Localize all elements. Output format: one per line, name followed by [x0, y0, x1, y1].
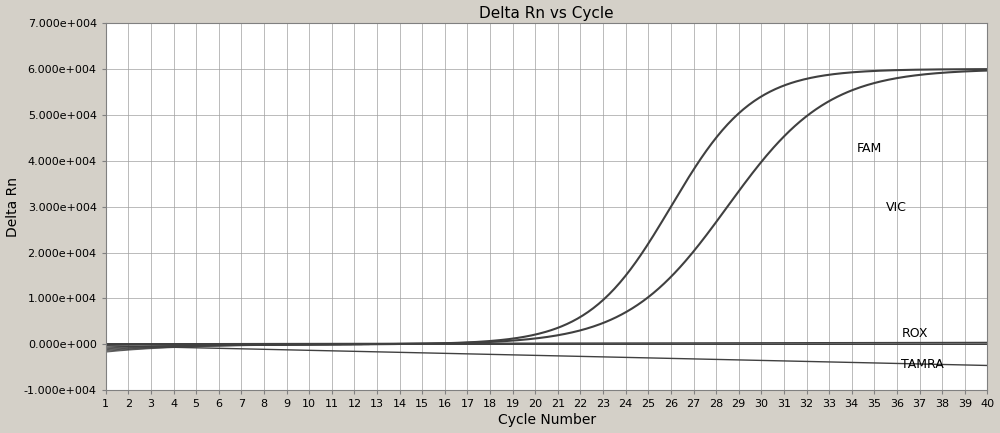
Text: VIC: VIC — [886, 201, 907, 214]
Y-axis label: Delta Rn: Delta Rn — [6, 177, 20, 237]
X-axis label: Cycle Number: Cycle Number — [498, 414, 596, 427]
Title: Delta Rn vs Cycle: Delta Rn vs Cycle — [479, 6, 614, 20]
Text: TAMRA: TAMRA — [901, 358, 944, 371]
Text: ROX: ROX — [901, 327, 928, 340]
Text: FAM: FAM — [856, 142, 882, 155]
